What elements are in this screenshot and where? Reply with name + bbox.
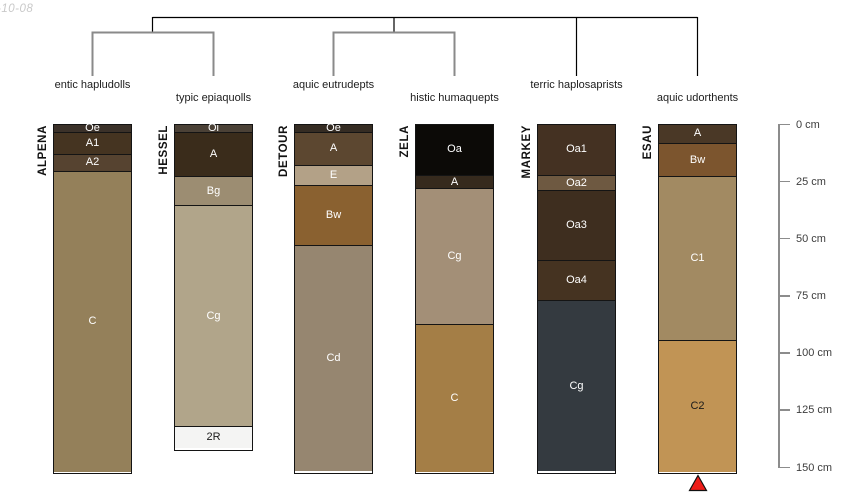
horizon-markey-oa3: Oa3 xyxy=(538,191,615,262)
horizon-markey-oa2: Oa2 xyxy=(538,176,615,192)
horizon-zela-c: C xyxy=(416,325,493,472)
dendrogram xyxy=(91,16,699,76)
horizon-detour-cd: Cd xyxy=(295,246,372,471)
dendrogram-root-links xyxy=(151,16,699,76)
horizon-label: Oe xyxy=(326,121,341,134)
depth-tick xyxy=(778,295,790,297)
series-label-hessel: HESSEL xyxy=(158,124,170,175)
horizon-label: A xyxy=(693,127,702,140)
horizon-hessel-oi: Oi xyxy=(175,121,252,134)
horizon-label: Oa3 xyxy=(566,219,587,232)
horizon-label: A xyxy=(329,142,338,155)
depth-tick-label: 100 cm xyxy=(796,347,833,360)
series-label-esau: ESAU xyxy=(642,124,654,159)
horizon-detour-e: E xyxy=(295,166,372,186)
soil-column-zela: ZELA Oa A Cg C xyxy=(399,123,494,474)
depth-tick-label: 50 cm xyxy=(796,232,826,245)
horizon-detour-oe: Oe xyxy=(295,121,372,134)
horizon-zela-cg: Cg xyxy=(416,188,493,326)
horizon-alpena-oe: Oe xyxy=(54,121,131,134)
series-label-alpena: ALPENA xyxy=(37,124,49,176)
horizon-detour-a: A xyxy=(295,132,372,166)
soil-column-alpena: ALPENA Oe A1 A2 C xyxy=(37,121,132,474)
horizon-label: A xyxy=(450,175,459,188)
horizon-label: Oa xyxy=(447,143,462,156)
soil-column-esau: ESAU A Bw C1 C2 xyxy=(642,123,737,474)
horizon-label: Oa2 xyxy=(566,176,587,189)
horizon-alpena-c: C xyxy=(54,171,131,472)
horizon-label: Cd xyxy=(326,352,341,365)
horizon-label: C xyxy=(88,315,97,328)
horizon-alpena-a1: A1 xyxy=(54,132,131,155)
horizon-esau-bw: Bw xyxy=(659,144,736,178)
horizon-label: E xyxy=(329,168,338,181)
depth-tick-label: 0 cm xyxy=(796,118,820,131)
leaf-label-typic-epiaquolls: typic epiaquolls xyxy=(175,92,252,104)
horizon-label: Oa4 xyxy=(566,274,587,287)
series-label-markey: MARKEY xyxy=(521,124,533,178)
soil-column-hessel: HESSEL Oi A Bg Cg 2R xyxy=(158,121,253,451)
series-label-zela: ZELA xyxy=(399,124,411,157)
horizon-label: Bw xyxy=(325,209,342,222)
depth-tick xyxy=(778,352,790,354)
horizon-hessel-cg: Cg xyxy=(175,206,252,428)
horizon-markey-oa4: Oa4 xyxy=(538,261,615,302)
horizon-label: Cg xyxy=(206,309,221,322)
horizon-esau-c1: C1 xyxy=(659,177,736,342)
horizon-alpena-a2: A2 xyxy=(54,154,131,172)
depth-tick xyxy=(778,409,790,411)
horizon-label: Oe xyxy=(85,121,100,134)
horizon-label: A2 xyxy=(85,156,100,169)
horizon-esau-a: A xyxy=(659,124,736,145)
horizon-esau-c2: C2 xyxy=(659,341,736,472)
horizon-label: C1 xyxy=(690,252,705,265)
leaf-label-histic-humaquepts: histic humaquepts xyxy=(410,92,499,104)
date-stamp: -10-08 xyxy=(0,3,34,15)
horizon-label: 2R xyxy=(206,431,221,444)
leaf-label-aquic-udorthents: aquic udorthents xyxy=(656,92,739,104)
marker-triangle-icon xyxy=(688,474,708,492)
horizon-label: Cg xyxy=(569,379,584,392)
depth-tick-label: 125 cm xyxy=(796,404,833,417)
horizon-hessel-2r: 2R xyxy=(175,427,252,448)
depth-tick-label: 150 cm xyxy=(796,461,833,474)
leaf-label-entic-hapludolls: entic hapludolls xyxy=(54,79,131,91)
horizon-label: Bw xyxy=(689,153,706,166)
horizon-label: Cg xyxy=(447,250,462,263)
depth-tick xyxy=(778,237,790,240)
depth-tick-label: 75 cm xyxy=(796,290,826,302)
soil-column-markey: MARKEY Oa1 Oa2 Oa3 Oa4 Cg xyxy=(521,123,616,474)
leaf-label-aquic-eutrudepts: aquic eutrudepts xyxy=(292,79,375,91)
dendrogram-subgroup-links xyxy=(91,31,456,76)
horizon-label: Oa1 xyxy=(566,143,587,156)
horizon-label: A xyxy=(209,148,218,161)
horizon-label: C xyxy=(450,392,459,405)
horizon-zela-oa: Oa xyxy=(416,124,493,177)
horizon-hessel-bg: Bg xyxy=(175,177,252,207)
series-label-detour: DETOUR xyxy=(278,124,290,177)
depth-tick xyxy=(778,123,790,125)
horizon-detour-bw: Bw xyxy=(295,185,372,247)
depth-tick-label: 25 cm xyxy=(796,175,826,188)
horizon-label: A1 xyxy=(85,136,100,149)
horizon-label: Oi xyxy=(208,121,219,134)
horizon-markey-cg: Cg xyxy=(538,301,615,471)
horizon-label: C2 xyxy=(690,400,705,413)
leaf-label-terric-haplosaprists: terric haplosaprists xyxy=(530,79,623,91)
horizon-zela-a: A xyxy=(416,176,493,189)
horizon-hessel-a: A xyxy=(175,132,252,178)
horizon-label: Bg xyxy=(206,184,221,197)
depth-tick xyxy=(778,180,790,183)
soil-column-detour: DETOUR Oe A E Bw Cd xyxy=(278,121,373,474)
depth-tick xyxy=(778,466,790,468)
horizon-markey-oa1: Oa1 xyxy=(538,124,615,177)
